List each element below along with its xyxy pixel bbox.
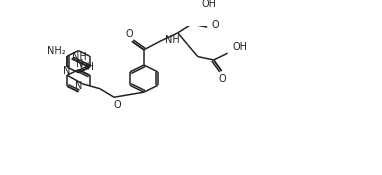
Text: OH: OH xyxy=(233,41,248,51)
Text: O: O xyxy=(219,74,227,84)
Text: NH: NH xyxy=(165,35,180,45)
Text: O: O xyxy=(113,100,121,110)
Text: N: N xyxy=(76,59,83,69)
Text: NH₂: NH₂ xyxy=(47,46,66,56)
Text: N: N xyxy=(75,81,83,91)
Text: N: N xyxy=(63,66,70,76)
Text: OH: OH xyxy=(79,62,94,72)
Text: OH: OH xyxy=(202,0,217,9)
Text: O: O xyxy=(212,20,219,30)
Text: O: O xyxy=(125,29,133,39)
Text: NH: NH xyxy=(72,52,87,62)
